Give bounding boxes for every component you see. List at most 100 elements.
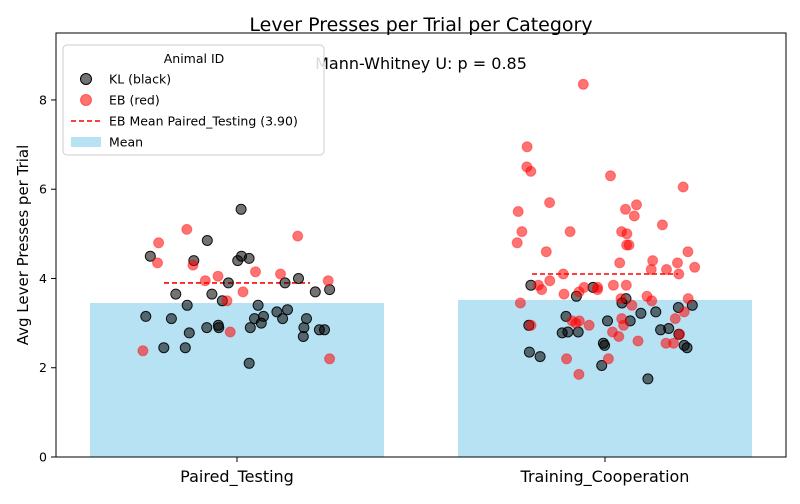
- kl-point: [597, 337, 609, 349]
- legend-label-kl: KL (black): [109, 72, 171, 87]
- kl-point: [293, 273, 304, 284]
- eb-point: [570, 317, 582, 329]
- legend-marker-mean-bar: [71, 137, 101, 147]
- kl-point: [144, 250, 156, 262]
- scatter-points-layer: [137, 78, 701, 385]
- eb-point: [573, 368, 585, 380]
- eb-point: [578, 281, 590, 293]
- eb-point: [516, 226, 528, 238]
- eb-point: [632, 335, 644, 347]
- eb-point: [324, 353, 336, 365]
- bars-layer: [90, 299, 752, 457]
- eb-point: [631, 199, 642, 211]
- eb-point: [561, 353, 573, 365]
- legend: Animal ID KL (black) EB (red) EB Mean Pa…: [62, 44, 325, 156]
- eb-point: [540, 246, 552, 258]
- eb-point: [187, 259, 199, 271]
- legend-marker-kl: [80, 73, 92, 85]
- kl-point: [572, 326, 584, 338]
- eb-point: [673, 268, 685, 280]
- chart-title: Lever Presses per Trial per Category: [249, 14, 592, 36]
- kl-point: [201, 235, 213, 246]
- legend-marker-eb: [80, 94, 92, 106]
- kl-point: [642, 373, 654, 385]
- eb-point: [583, 319, 595, 331]
- eb-point: [521, 141, 533, 153]
- kl-point: [252, 299, 264, 311]
- legend-title: Animal ID: [164, 51, 225, 66]
- kl-point: [319, 324, 330, 336]
- eb-point: [668, 337, 680, 349]
- x-axis: Paired_Testing Training_Cooperation: [180, 457, 689, 487]
- eb-point: [621, 239, 633, 251]
- kl-point: [158, 342, 170, 354]
- eb-point: [292, 230, 304, 242]
- kl-point: [534, 351, 546, 363]
- eb-point: [557, 268, 569, 280]
- y-axis-label: Avg Lever Presses per Trial: [14, 145, 32, 346]
- eb-point: [626, 299, 638, 311]
- y-tick-label: 0: [39, 450, 47, 465]
- kl-point: [170, 288, 182, 300]
- kl-point: [596, 360, 608, 371]
- eb-point: [544, 275, 556, 287]
- kl-point: [244, 322, 256, 334]
- kl-point: [282, 304, 293, 316]
- y-tick-label: 8: [39, 92, 47, 107]
- y-tick-label: 4: [39, 271, 47, 286]
- eb-point: [641, 290, 653, 302]
- kl-point: [279, 277, 291, 289]
- kl-point: [271, 306, 283, 318]
- x-tick-label: Paired_Testing: [180, 467, 294, 487]
- plot-frame: [55, 32, 787, 458]
- eb-point: [602, 353, 614, 365]
- eb-point: [620, 203, 631, 215]
- eb-point: [616, 226, 628, 238]
- eb-point: [682, 246, 694, 258]
- eb-point: [221, 295, 233, 307]
- y-tick-label: 6: [39, 182, 47, 197]
- kl-point: [562, 326, 574, 338]
- eb-point: [544, 197, 556, 209]
- kl-point: [650, 306, 662, 318]
- legend-label-eb: EB (red): [109, 93, 160, 108]
- eb-point: [674, 328, 686, 340]
- kl-point: [213, 322, 225, 334]
- eb-point: [661, 264, 672, 275]
- eb-point: [237, 286, 249, 298]
- eb-point: [677, 181, 689, 193]
- eb-point: [669, 313, 681, 325]
- eb-point: [647, 255, 659, 267]
- kl-point: [324, 284, 336, 296]
- eb-point: [618, 319, 630, 331]
- eb-point: [199, 275, 211, 287]
- eb-point: [511, 237, 523, 249]
- legend-box: [62, 44, 325, 156]
- eb-point: [558, 288, 570, 300]
- stat-annotation: Mann-Whitney U: p = 0.85: [315, 54, 527, 73]
- eb-point: [153, 237, 165, 249]
- eb-point: [689, 261, 701, 273]
- x-tick-label: Training_Cooperation: [520, 467, 690, 487]
- kl-point: [523, 346, 535, 358]
- y-tick-label: 2: [39, 360, 47, 375]
- eb-point: [212, 270, 224, 282]
- kl-point: [258, 310, 269, 322]
- eb-point: [607, 326, 618, 338]
- eb-point: [620, 279, 632, 291]
- mean-bar-paired-testing: [90, 303, 384, 457]
- eb-point: [275, 268, 286, 280]
- eb-point: [678, 306, 690, 318]
- eb-point: [181, 223, 193, 235]
- legend-label-mean-line: EB Mean Paired_Testing (3.90): [109, 114, 298, 129]
- eb-point: [605, 170, 616, 182]
- eb-point: [672, 257, 683, 269]
- eb-point: [614, 257, 626, 269]
- eb-point: [512, 206, 524, 217]
- kl-point: [140, 310, 152, 322]
- kl-point: [201, 322, 213, 334]
- eb-point: [322, 275, 334, 287]
- kl-point: [179, 342, 191, 354]
- eb-point: [628, 210, 640, 222]
- eb-point: [224, 326, 236, 338]
